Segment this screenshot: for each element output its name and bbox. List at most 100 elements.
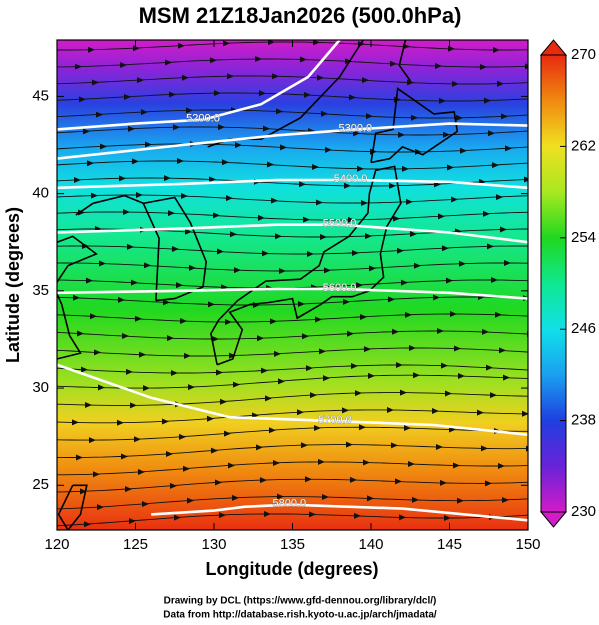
- arrowhead: [345, 58, 352, 65]
- arrowhead: [369, 265, 376, 272]
- arrowhead: [218, 124, 225, 131]
- arrowhead: [411, 114, 418, 121]
- streamline: [57, 143, 528, 153]
- arrowhead: [216, 369, 223, 376]
- arrowhead: [368, 372, 375, 379]
- arrowhead: [232, 494, 239, 501]
- arrowhead: [72, 419, 79, 426]
- arrowhead: [457, 497, 464, 504]
- arrowhead: [123, 209, 130, 216]
- arrowhead: [414, 262, 421, 269]
- arrowhead: [125, 486, 132, 493]
- arrowhead: [315, 316, 322, 323]
- arrowhead: [122, 332, 129, 339]
- arrowhead: [503, 374, 510, 381]
- chart-title: MSM 21Z18Jan2026 (500.0hPa): [139, 3, 462, 28]
- arrowhead: [312, 164, 319, 171]
- arrowhead: [314, 425, 321, 432]
- arrowhead: [454, 345, 461, 352]
- arrowhead: [504, 260, 511, 267]
- arrowhead: [433, 294, 440, 301]
- arrowhead: [73, 294, 80, 301]
- arrowhead: [208, 301, 215, 308]
- arrowhead: [302, 333, 309, 340]
- contour-label: 5200.0: [186, 113, 220, 125]
- arrowhead: [165, 59, 172, 66]
- arrowhead: [401, 279, 408, 286]
- coastline: [398, 40, 411, 82]
- arrowhead: [367, 495, 374, 502]
- arrowhead: [319, 348, 326, 355]
- arrowhead: [279, 267, 286, 274]
- arrowhead: [142, 501, 149, 508]
- contour-label: 5800.0: [273, 498, 307, 510]
- arrowhead: [214, 90, 221, 97]
- arrowhead: [350, 476, 357, 483]
- arrowhead: [365, 233, 372, 240]
- arrowhead: [133, 45, 140, 52]
- arrowhead: [440, 479, 447, 486]
- arrowhead: [484, 97, 491, 104]
- arrowhead: [453, 462, 460, 469]
- arrowhead: [399, 514, 406, 521]
- arrowhead: [347, 330, 354, 337]
- arrowhead: [415, 148, 422, 155]
- arrowhead: [301, 442, 308, 449]
- arrowhead: [268, 40, 275, 46]
- arrowhead: [227, 73, 234, 80]
- arrowhead: [356, 282, 363, 289]
- arrowhead: [87, 160, 94, 167]
- arrowhead: [395, 478, 402, 485]
- arrowhead: [273, 459, 280, 466]
- arrowhead: [211, 447, 218, 454]
- arrowhead: [145, 141, 152, 148]
- arrowhead: [189, 264, 196, 271]
- y-tick-label: 40: [32, 185, 49, 202]
- arrowhead: [264, 510, 271, 517]
- arrowhead: [482, 328, 489, 335]
- arrowhead: [187, 497, 194, 504]
- arrowhead: [477, 409, 484, 416]
- arrowhead: [406, 198, 413, 205]
- arrowhead: [443, 131, 450, 138]
- arrowhead: [224, 430, 231, 437]
- arrowhead: [230, 231, 237, 238]
- arrowhead: [435, 62, 442, 69]
- arrowhead: [388, 296, 395, 303]
- arrowhead: [444, 515, 451, 522]
- arrowhead: [441, 362, 448, 369]
- arrowhead: [357, 165, 364, 172]
- arrowhead: [271, 197, 278, 204]
- arrowhead: [502, 496, 509, 503]
- arrowhead: [407, 79, 414, 86]
- contour-line: [57, 122, 528, 160]
- arrowhead: [486, 364, 493, 371]
- arrowhead: [409, 345, 416, 352]
- contour-label: 5400.0: [334, 173, 368, 185]
- arrowhead: [169, 91, 176, 98]
- arrowhead: [280, 144, 287, 151]
- arrowhead: [270, 318, 277, 325]
- arrowhead: [355, 390, 362, 397]
- arrowhead: [366, 113, 373, 120]
- streamline: [57, 296, 528, 306]
- arrowhead: [342, 407, 349, 414]
- arrowhead: [316, 199, 323, 206]
- arrowhead: [127, 243, 134, 250]
- arrowhead: [185, 228, 192, 235]
- arrowhead: [257, 335, 264, 342]
- arrowhead: [139, 351, 146, 358]
- arrowhead: [174, 514, 181, 521]
- coastline: [75, 194, 144, 216]
- arrowhead: [404, 424, 411, 431]
- arrowhead: [162, 418, 169, 425]
- arrowhead: [215, 479, 222, 486]
- arrowhead: [186, 107, 193, 114]
- contour-line: [57, 223, 528, 244]
- arrowhead: [212, 335, 219, 342]
- contour-label: 5700.0: [318, 414, 352, 426]
- contour-line: [57, 178, 528, 190]
- arrowhead: [524, 176, 528, 183]
- arrowhead: [143, 385, 150, 392]
- arrowhead: [387, 406, 394, 413]
